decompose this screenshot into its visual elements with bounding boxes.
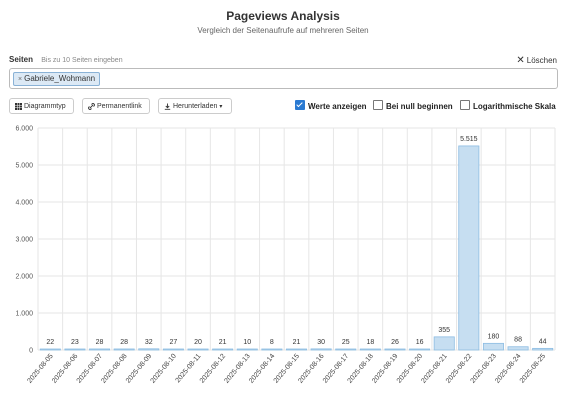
bar-value-label: 27 [170,339,178,346]
bar [286,348,307,351]
bar [236,348,258,351]
clear-label: Löschen [526,56,557,65]
bar [359,348,381,351]
bar [532,347,554,351]
begin-at-zero-box[interactable] [373,100,383,110]
bar [310,348,332,351]
bar-value-label: 23 [71,339,79,346]
bar-value-label: 21 [293,339,301,346]
begin-at-zero-checkbox[interactable]: Bei null beginnen [373,100,453,112]
close-icon: ✕ [516,55,525,66]
bar [433,336,455,351]
bar-value-label: 44 [539,338,547,345]
y-tick-label: 1.000 [15,311,33,318]
link-icon [88,102,95,110]
bar [39,348,61,351]
page-chip-label: Gabriele_Wohmann [24,74,96,83]
page-chip[interactable]: × Gabriele_Wohmann [13,72,101,86]
download-button[interactable]: Herunterladen ▾ [158,98,232,114]
log-scale-box[interactable] [460,100,470,110]
bar-value-label: 180 [488,333,500,340]
bar-value-label: 20 [194,339,202,346]
pages-header: Seiten Bis zu 10 Seiten eingeben ✕ Lösche… [9,55,557,67]
caret-down-icon: ▾ [219,104,223,110]
show-values-checkbox[interactable]: Werte anzeigen [295,100,367,112]
y-tick-label: 5.000 [15,163,33,170]
bar [384,348,406,351]
bar [409,348,431,351]
bar [89,348,111,351]
bar-value-label: 355 [438,327,450,334]
chart-type-label: Diagrammtyp [24,103,66,110]
pages-label: Seiten [9,55,34,64]
bar-value-label: 88 [514,337,522,344]
bar-value-label: 8 [270,339,274,346]
x-tick-label: 2025-08-25 [519,353,547,385]
permalink-label: Permanentlink [97,103,142,110]
show-values-check-icon[interactable] [295,100,305,110]
bar-value-label: 28 [96,339,104,346]
log-scale-label: Logarithmische Skala [473,102,556,111]
y-tick-label: 6.000 [15,126,33,133]
bar [187,348,209,351]
begin-at-zero-label: Bei null beginnen [386,102,453,111]
bar-value-label: 30 [317,339,325,346]
bar-value-label: 28 [120,339,128,346]
bar-value-label: 18 [366,339,374,346]
bar [335,348,357,351]
bar [482,342,504,351]
log-scale-checkbox[interactable]: Logarithmische Skala [460,100,556,112]
bar-value-label: 5.515 [460,136,478,143]
bar-value-label: 26 [391,339,399,346]
page-title: Pageviews Analysis [226,9,340,23]
pages-select-input[interactable]: × Gabriele_Wohmann [9,68,558,89]
bar-value-label: 22 [46,339,54,346]
bar-value-label: 16 [416,339,424,346]
bar-value-label: 25 [342,339,350,346]
download-icon [164,103,171,110]
y-tick-label: 4.000 [15,200,33,207]
download-label: Herunterladen [173,103,218,110]
grid-icon [15,102,22,110]
bar [261,348,283,351]
bar [162,348,184,351]
page-subtitle: Vergleich der Seitenaufrufe auf mehreren… [197,26,369,35]
bar-value-label: 21 [219,339,227,346]
bar [138,348,160,351]
bar [113,348,135,351]
chart-type-button[interactable]: Diagrammtyp [9,98,74,114]
bar [64,348,86,351]
clear-button[interactable]: ✕ Löschen [516,55,557,66]
bar-value-label: 32 [145,339,153,346]
permalink-button[interactable]: Permanentlink [82,98,150,114]
remove-chip-icon[interactable]: × [18,76,23,83]
y-tick-label: 3.000 [15,237,33,244]
pageviews-chart: 0 1.000 2.000 3.000 4.000 5.000 6.000 22 2025-08… [15,126,556,385]
bar [458,145,480,351]
show-values-label: Werte anzeigen [308,102,367,111]
pages-hint: Bis zu 10 Seiten eingeben [41,57,123,64]
y-tick-label: 0 [29,348,33,355]
bar-value-label: 10 [243,339,251,346]
y-tick-label: 2.000 [15,274,33,281]
bar [507,346,529,351]
bar [212,348,234,351]
